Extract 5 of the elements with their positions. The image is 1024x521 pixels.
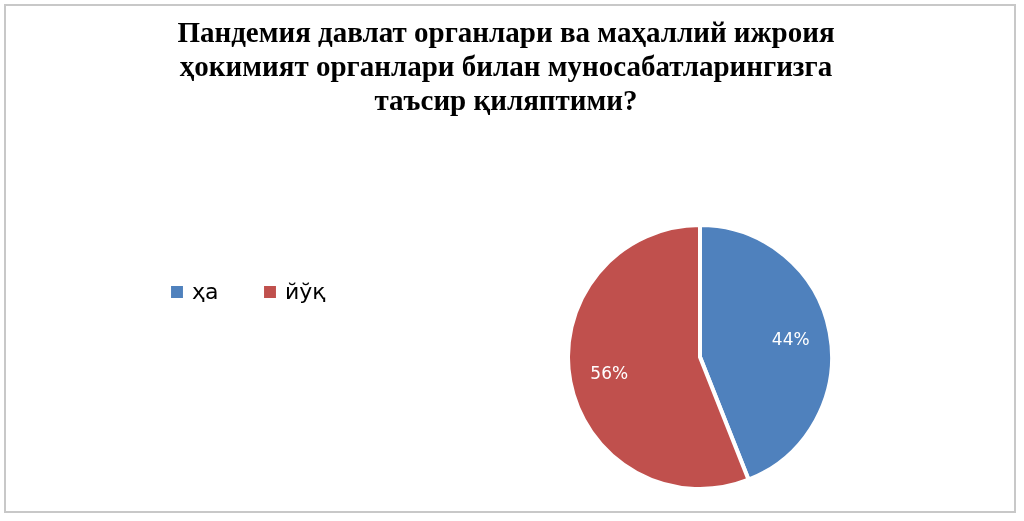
legend-label: йўқ bbox=[285, 279, 326, 304]
chart-title: Пандемия давлат органлари ва маҳаллий ижроия ҳокимият органлари билан муносабатларингизга таъсир қиляптими? bbox=[177, 16, 835, 116]
legend-label: ҳа bbox=[192, 279, 219, 304]
data-label: 44% bbox=[771, 328, 810, 349]
data-label: 56% bbox=[590, 363, 629, 384]
